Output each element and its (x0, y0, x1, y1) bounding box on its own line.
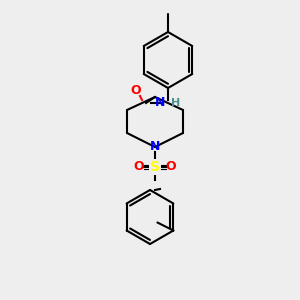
Text: S: S (150, 160, 160, 174)
Text: O: O (166, 160, 176, 173)
Text: O: O (134, 160, 144, 173)
Text: N: N (150, 140, 160, 154)
Text: H: H (171, 98, 181, 108)
Text: N: N (155, 97, 165, 110)
Text: O: O (131, 85, 141, 98)
